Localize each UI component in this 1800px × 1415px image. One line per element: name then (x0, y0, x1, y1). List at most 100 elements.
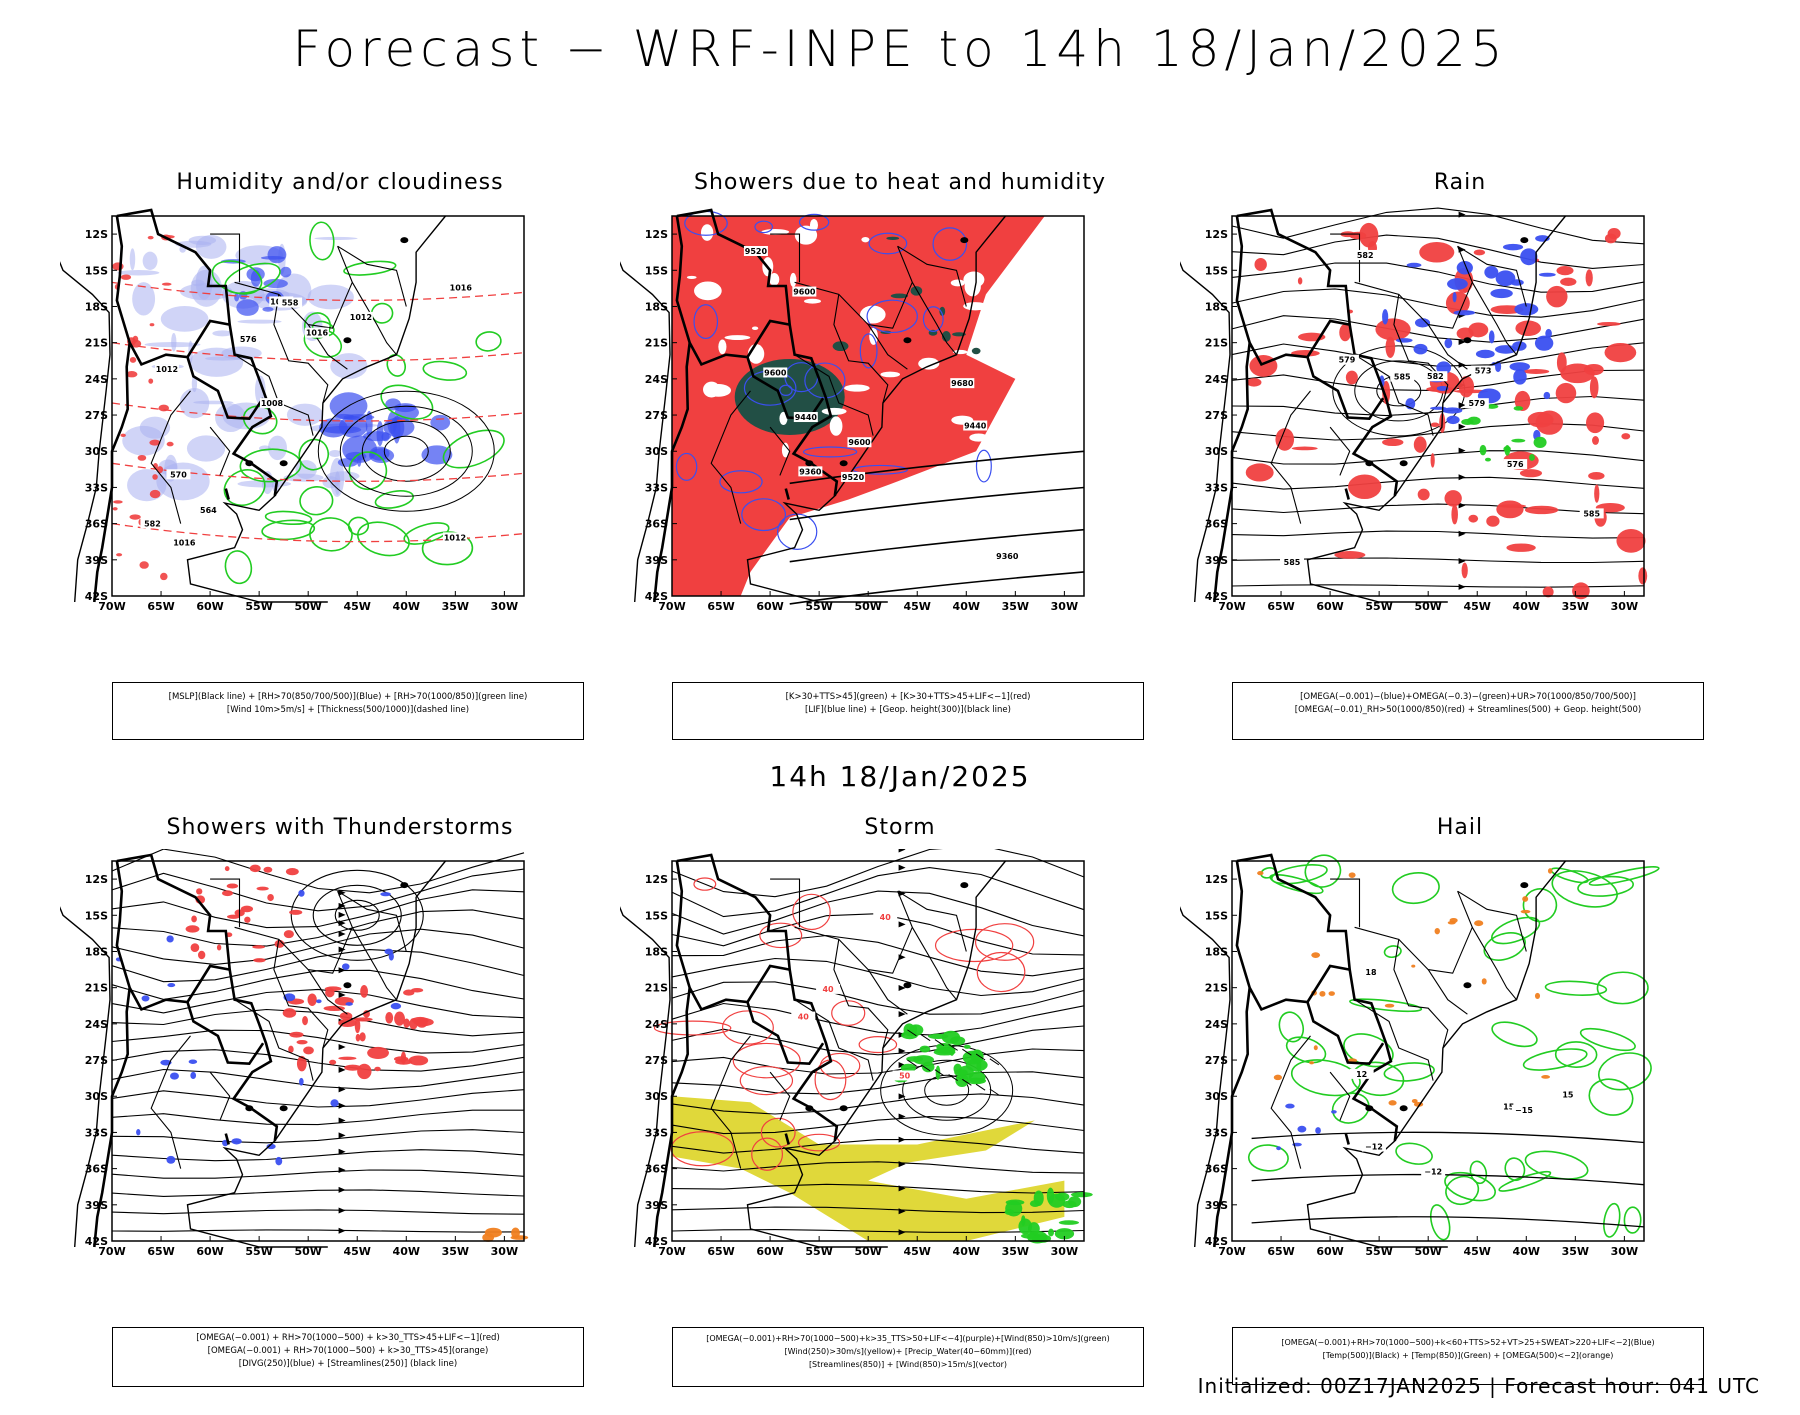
omega-blue-area-cell (1436, 385, 1449, 391)
geop-contour (789, 450, 1085, 485)
streamline (671, 1071, 1085, 1095)
omega-blue-area-cell (1502, 243, 1524, 251)
lake (1399, 1105, 1408, 1112)
omega-red-area-cell (1463, 287, 1468, 293)
lake (1365, 1105, 1374, 1112)
streamline-arrow (338, 1132, 346, 1139)
initialization-footer: Initialized: 00Z17JAN2025 | Forecast hou… (1197, 1374, 1760, 1398)
divg-blue-cell (299, 1077, 304, 1086)
divg-blue-cell (136, 1129, 141, 1136)
lat-tick-label: 36S (85, 1163, 108, 1176)
red-storm-north-cell (197, 950, 206, 960)
legend-line: [K>30+TTS>45](green) + [K>30+TTS>45+LIF<… (785, 692, 1031, 702)
temp-label: 15 (1503, 1103, 1515, 1112)
country-border (224, 1133, 230, 1145)
jet-area (672, 1096, 1065, 1241)
wind-850-green-south-cell (1018, 1218, 1033, 1235)
omega-orange (1257, 868, 1553, 1107)
streamline (671, 1229, 1085, 1233)
contour-label-bg (1280, 557, 1305, 568)
red-storm-north-cell (185, 925, 200, 933)
mslp-label: 558 (282, 299, 299, 308)
wind-250-yellow (672, 1096, 1065, 1241)
wind-vector (962, 1048, 972, 1056)
green-k-cell-cell (890, 293, 909, 299)
precip-contour (792, 893, 831, 931)
streamline-arrow (338, 889, 346, 896)
streamline-arrow (898, 849, 906, 853)
streamline (1231, 476, 1645, 490)
contour-label-bg (792, 286, 817, 297)
lat-tick-label: 27S (85, 409, 108, 422)
lake (245, 1105, 254, 1112)
clear-patch-cell (718, 339, 727, 355)
streamline (1231, 288, 1645, 318)
streamline-arrow (898, 1136, 906, 1143)
legend-line: [OMEGA(−0.001)+RH>70(1000−500)+k>35_TTS>… (706, 1334, 1110, 1343)
lat-tick-label: 30S (1205, 1090, 1228, 1103)
omega-red-area-cell (1594, 484, 1600, 503)
contour (312, 884, 402, 946)
temp-500-contour (1251, 1216, 1645, 1228)
state-border (770, 233, 801, 283)
lif-contour (802, 446, 858, 458)
red-storm-area-cell (329, 1059, 337, 1065)
omega-red-area-cell (1514, 390, 1531, 412)
lat-tick-label: 21S (645, 982, 668, 995)
geop-label: 582 (1427, 372, 1444, 381)
clear-patch-cell (821, 407, 847, 415)
lif-contour (798, 213, 830, 231)
lon-tick-label: 55W (1365, 1245, 1392, 1258)
omega-green-area-cell (1503, 446, 1511, 452)
lon-tick-label: 55W (1365, 600, 1392, 613)
omega-red-area-cell (1486, 515, 1500, 527)
mslp-label: 576 (240, 335, 257, 344)
streamline (1231, 262, 1645, 293)
hail-map: −12 −12 12 15 15 18 −15 12S 15S 18S 21S 24S 27S 30S 33… (1180, 853, 1660, 1258)
thickness-dense-cell (158, 404, 170, 412)
streamline-arrow (1458, 530, 1466, 537)
lat-tick-label: 15S (85, 264, 108, 277)
rh-strong-area-cell (393, 415, 401, 444)
thickness-dense-cell (148, 378, 154, 384)
omega-red-area-cell (1245, 463, 1274, 482)
omega-orange-cell (1328, 991, 1335, 996)
red-storm-area-cell (338, 1018, 357, 1028)
contour-label-bg (1579, 508, 1604, 519)
streamlines-500 (1231, 207, 1645, 590)
state-border (833, 939, 889, 1049)
omega-red-area-cell (1616, 528, 1646, 553)
mslp-label: 1012 (350, 313, 372, 322)
contour-label-bg (793, 412, 818, 423)
geop-label: 576 (1507, 460, 1524, 469)
red-storm-north-cell (263, 866, 273, 873)
country-border (746, 319, 790, 358)
omega-blue-area (1379, 235, 1556, 441)
streamline-arrow (898, 1048, 906, 1055)
country-border (746, 964, 790, 1003)
temp-850-contour (1290, 1059, 1361, 1097)
temp-850-contour (1577, 875, 1634, 897)
omega-orange-cell (1311, 952, 1321, 958)
red-storm-area-cell (374, 1066, 381, 1072)
lake (279, 460, 288, 467)
temp-850-contour (1383, 945, 1402, 959)
lon-tick-label: 40W (1513, 600, 1540, 613)
thickness-dense-cell (116, 553, 123, 557)
showers-heat-map: 9600 9600 9520 9440 9360 9600 9520 9440 9360 9680… (620, 208, 1085, 613)
rh-green-contour (343, 260, 397, 276)
streamline-arrow (898, 1093, 906, 1100)
lon-tick-label: 50W (294, 600, 321, 613)
temp-850-contour (1483, 932, 1526, 961)
rh-green-contour (422, 360, 468, 381)
omega-red-area-cell (1621, 433, 1631, 440)
lon-tick-label: 40W (1513, 1245, 1540, 1258)
state-border (1329, 426, 1351, 476)
state-border (1427, 324, 1468, 370)
clear-patch-cell (918, 357, 940, 370)
precip-label: 50 (899, 1071, 911, 1080)
lif-contour (777, 513, 818, 550)
omega-blue-area-cell (1442, 407, 1463, 414)
clear-patch-cell (701, 224, 714, 241)
omega-red-area-cell (1382, 380, 1391, 405)
